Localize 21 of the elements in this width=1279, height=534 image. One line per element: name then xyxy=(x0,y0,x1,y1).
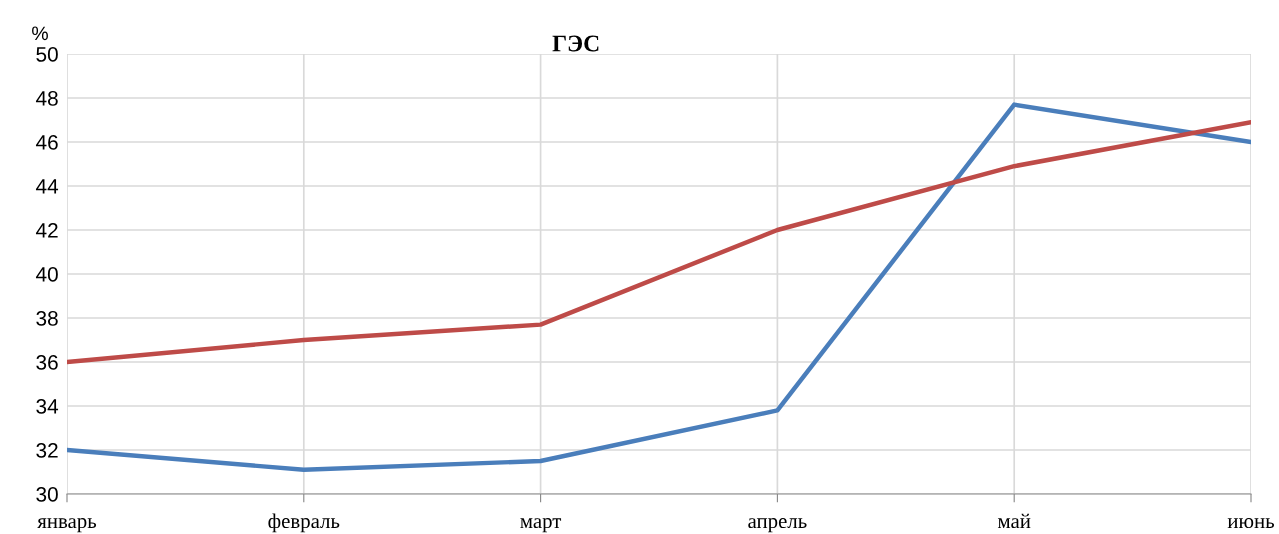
line-series xyxy=(67,119,1251,365)
y-tick-label: 38 xyxy=(36,311,58,326)
x-tick-label: февраль xyxy=(268,513,340,533)
y-tick-label: 34 xyxy=(36,399,59,414)
x-tick-label: март xyxy=(520,518,562,533)
chart-title: ГЭС xyxy=(552,35,599,52)
y-tick-label: 46 xyxy=(35,135,58,150)
y-tick-label: 30 xyxy=(36,487,58,502)
x-tick-label: январь xyxy=(37,518,97,533)
y-tick-label: 32 xyxy=(36,443,58,458)
x-tick-label: май xyxy=(997,513,1031,529)
y-tick-label: 48 xyxy=(35,91,58,106)
y-tick-label: 40 xyxy=(35,267,58,282)
y-tick-label: 36 xyxy=(36,355,58,370)
y-tick-label: 44 xyxy=(35,179,59,194)
line-series xyxy=(67,102,1251,473)
x-tick-label: апрель xyxy=(748,518,807,533)
x-tick-label: июнь xyxy=(1227,518,1275,529)
y-axis-title: % xyxy=(32,26,48,41)
y-tick-label: 50 xyxy=(36,47,58,62)
y-tick-label: 42 xyxy=(35,223,58,238)
